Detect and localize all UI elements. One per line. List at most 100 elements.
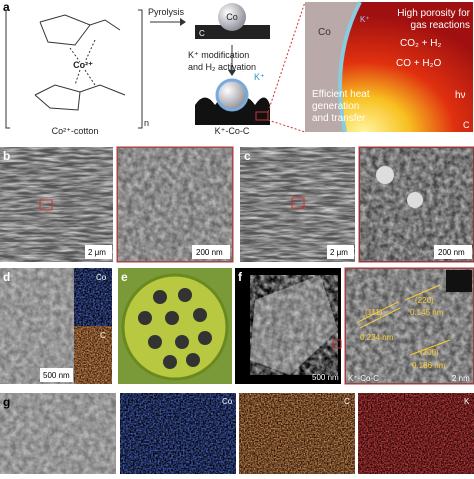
label: a	[3, 0, 10, 14]
shape	[84, 39, 96, 63]
label: High porosity for	[397, 8, 470, 19]
label: n	[144, 118, 149, 128]
shape	[34, 91, 81, 111]
label: K⁺-Co-C	[215, 126, 250, 136]
label: Co²⁺	[73, 60, 93, 70]
shape	[153, 290, 167, 304]
zoom-box	[332, 339, 342, 349]
shape	[69, 47, 81, 63]
map-texture	[358, 393, 474, 474]
zoom-line	[267, 1, 306, 113]
shape	[84, 69, 96, 86]
label: CO + H₂O	[396, 58, 442, 69]
arrowhead	[180, 18, 186, 26]
label: K⁺	[254, 72, 265, 82]
label: Co	[226, 12, 238, 22]
label: C	[100, 331, 106, 340]
label: 0.145 nm	[410, 308, 444, 317]
label: K⁺-Co-C	[348, 374, 379, 383]
fft-inset	[446, 270, 472, 292]
zoom-box	[255, 111, 269, 121]
label: generation	[312, 101, 359, 112]
sem-texture	[0, 147, 113, 262]
lattice-lines	[357, 284, 451, 356]
scale-box	[85, 245, 112, 259]
label: C	[463, 120, 470, 130]
zoom-box	[39, 199, 53, 211]
panel-a: a Co²⁺ Co²⁺-cotton n Pyrolysis Co C K⁺ m…	[3, 0, 473, 136]
shape	[178, 288, 192, 302]
shape	[138, 311, 152, 325]
scale-box	[327, 245, 354, 259]
label: Co	[96, 273, 107, 282]
arrowhead	[228, 70, 236, 76]
label: hν	[455, 90, 466, 101]
label: and H₂ activation	[188, 62, 256, 72]
label: 200 nm	[196, 248, 223, 257]
label: 500 nm	[43, 371, 70, 380]
shape	[409, 339, 451, 356]
label: 0.186 nm	[412, 361, 446, 370]
label: C	[199, 29, 205, 38]
shape	[148, 335, 162, 349]
shape	[165, 311, 179, 325]
shape	[5, 9, 143, 129]
label: e	[121, 270, 128, 284]
zoom-line	[267, 119, 306, 133]
label: Efficient heat	[312, 89, 370, 100]
shape	[74, 69, 81, 86]
scale-box	[40, 368, 73, 382]
label: 200 nm	[438, 248, 465, 257]
map-texture	[239, 393, 355, 474]
label: (220)	[415, 296, 434, 305]
scale-box	[434, 245, 472, 259]
co-particle	[215, 78, 249, 112]
particle	[376, 166, 394, 184]
panel-g: g Co C K	[0, 393, 474, 474]
sem-texture	[118, 148, 232, 261]
label: K⁺ modification	[188, 50, 249, 60]
label: 2 μm	[88, 248, 106, 257]
label: 0.234 nm	[360, 333, 394, 342]
sem-texture	[240, 147, 355, 262]
label: Pyrolysis	[148, 7, 185, 17]
shape	[193, 308, 207, 322]
shape	[404, 284, 441, 301]
particle	[407, 192, 423, 208]
label: CO₂ + H₂	[400, 38, 442, 49]
shape	[163, 355, 177, 369]
label: c	[244, 149, 251, 163]
label: Co	[222, 397, 233, 406]
label: and transfer	[312, 113, 366, 124]
label: K	[464, 397, 470, 406]
map-texture	[74, 268, 112, 326]
label: f	[238, 270, 243, 284]
label: d	[3, 270, 10, 284]
aggregate-texture	[250, 275, 338, 375]
label: C	[344, 397, 350, 406]
label: 2 μm	[330, 248, 348, 257]
zoom-box	[291, 197, 305, 209]
panel-f: f 500 nm (111) 0.234 nm (220) 0.145 nm (…	[235, 267, 474, 385]
label: b	[3, 149, 10, 163]
map-texture	[74, 326, 112, 384]
label: Co	[318, 27, 331, 38]
shape	[359, 307, 401, 329]
panel-b: b 2 μm 200 nm	[0, 146, 234, 263]
co-particle	[218, 3, 246, 31]
k-layer	[338, 1, 362, 133]
label: g	[3, 395, 10, 409]
panel-e: e	[118, 268, 232, 384]
label: gas reactions	[411, 20, 470, 31]
label: (200)	[420, 348, 439, 357]
map-texture	[120, 393, 236, 474]
lotus-pod	[121, 273, 229, 381]
panel-c: c 2 μm 200 nm	[240, 146, 474, 263]
cotton-structure	[5, 9, 143, 129]
shape	[357, 301, 399, 323]
shape	[175, 335, 189, 349]
label: 2 nm	[452, 374, 470, 383]
seeds	[138, 288, 212, 369]
